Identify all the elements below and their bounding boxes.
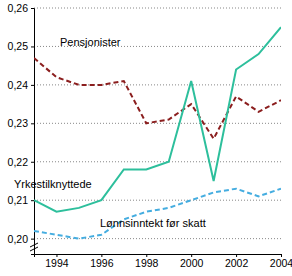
x-tick: 2004: [270, 254, 292, 269]
grid-line: [34, 123, 281, 124]
series-label: Yrkestilknyttede: [14, 178, 92, 190]
x-tick: 1994: [45, 254, 69, 269]
plot: 0,20 0,21 0,22 0,23 0,24 0,25 0,26 1994 1996 1998…: [8, 2, 292, 270]
grid: [34, 8, 281, 239]
y-tick: 0,25: [8, 40, 34, 52]
grid-line: [34, 200, 281, 201]
y-tick-label: 0,22: [8, 156, 29, 168]
y-tick-mark: [31, 239, 34, 240]
y-tick: 0,23: [8, 117, 34, 129]
y-tick-label: 0,20: [8, 232, 29, 244]
break-mark: [30, 243, 38, 247]
y-tick-mark: [31, 46, 34, 47]
y-tick: 0,26: [8, 2, 34, 14]
lines: [34, 27, 281, 238]
x-axis: 1994 1996 1998 2000 2002 2004: [35, 254, 292, 269]
series-label: Lønnsinntekt før skatt: [100, 217, 206, 229]
x-tick: 1996: [90, 254, 114, 269]
series-line: [34, 58, 281, 139]
x-tick-label: 2002: [225, 257, 249, 269]
grid-line: [34, 161, 281, 162]
x-tick-label: 1994: [45, 257, 69, 269]
y-tick-mark: [31, 200, 34, 201]
y-tick: 0,21: [8, 194, 34, 206]
y-axis: 0,20 0,21 0,22 0,23 0,24 0,25 0,26: [8, 2, 35, 255]
series-line: [34, 189, 281, 239]
x-tick: 2000: [180, 254, 204, 269]
x-tick: 2002: [225, 254, 249, 269]
x-tick-label: 1998: [135, 257, 159, 269]
x-tick-label: 2004: [270, 257, 292, 269]
y-axis-line: [31, 9, 35, 255]
series-label: Pensjonister: [60, 36, 121, 48]
y-tick: 0,24: [8, 79, 34, 91]
x-tick-label: 2000: [180, 257, 204, 269]
grid-line: [34, 84, 281, 85]
y-tick: 0,20: [8, 232, 34, 244]
y-tick: 0,22: [8, 156, 34, 168]
y-tick-label: 0,23: [8, 117, 29, 129]
y-tick-mark: [31, 8, 34, 9]
axis-break: [30, 243, 38, 251]
chart: 0,20 0,21 0,22 0,23 0,24 0,25 0,26 1994 1996 1998…: [0, 0, 292, 276]
y-tick-mark: [31, 85, 34, 86]
y-tick-label: 0,25: [8, 40, 29, 52]
grid-line: [34, 238, 281, 239]
y-tick-label: 0,24: [8, 79, 29, 91]
break-mark: [30, 247, 38, 251]
x-tick: 1998: [135, 254, 159, 269]
y-tick-label: 0,21: [8, 194, 29, 206]
y-tick-mark: [31, 123, 34, 124]
y-tick-mark: [31, 162, 34, 163]
grid-line: [34, 8, 281, 9]
x-tick-label: 1996: [90, 257, 114, 269]
y-tick-label: 0,26: [8, 2, 29, 14]
